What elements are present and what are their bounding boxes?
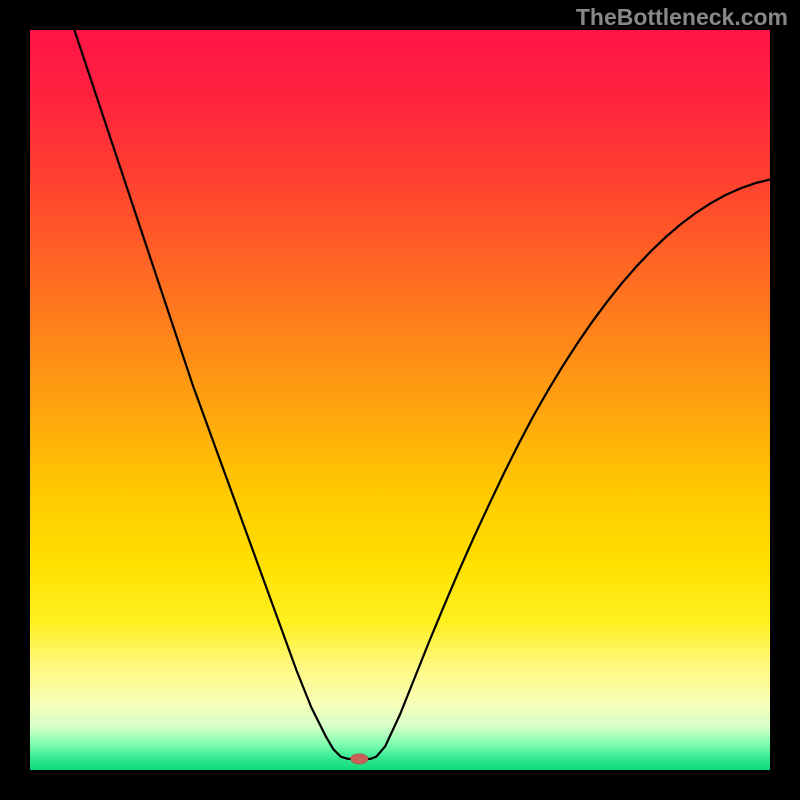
- watermark-text: TheBottleneck.com: [576, 4, 788, 31]
- bottleneck-chart: [30, 30, 770, 770]
- chart-container: TheBottleneck.com: [0, 0, 800, 800]
- gradient-background: [30, 30, 770, 770]
- optimum-marker: [350, 754, 368, 764]
